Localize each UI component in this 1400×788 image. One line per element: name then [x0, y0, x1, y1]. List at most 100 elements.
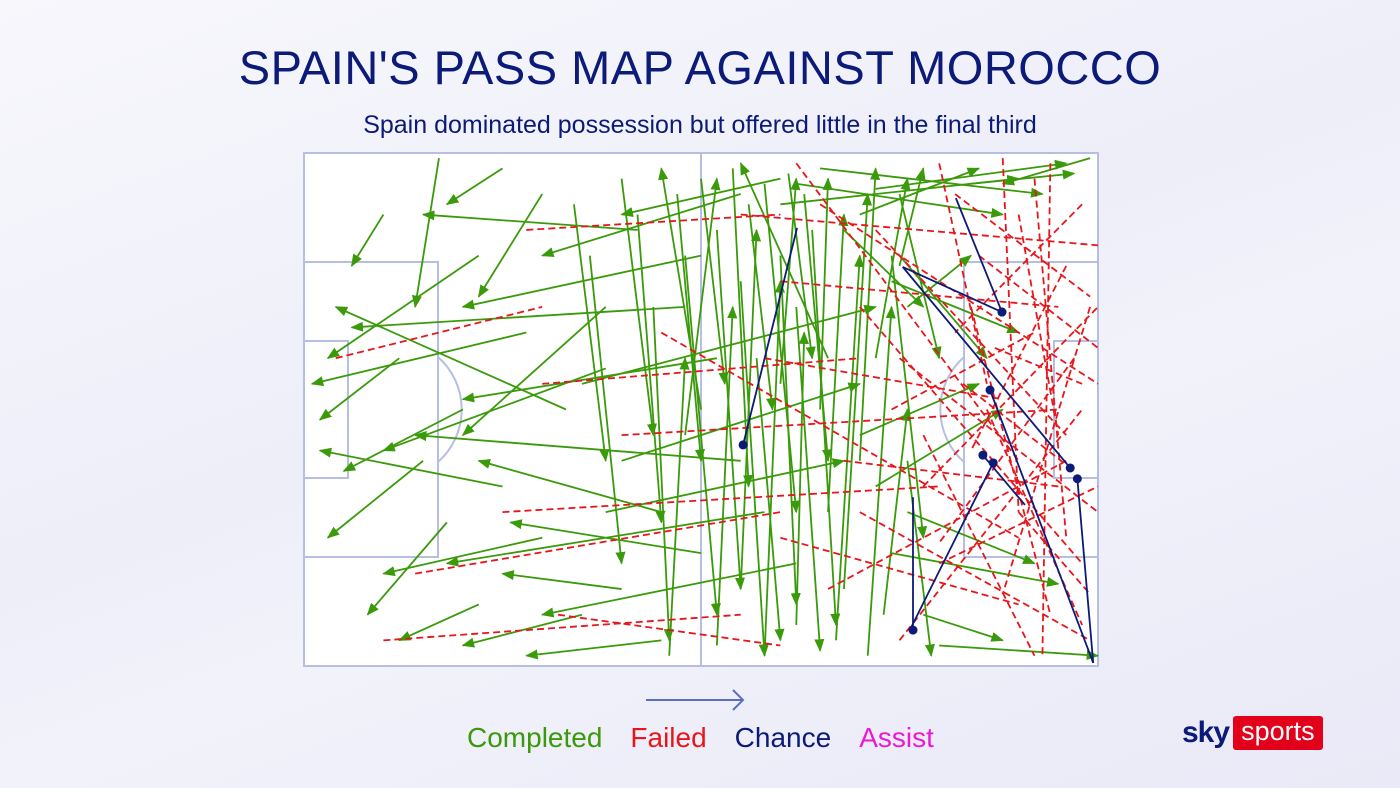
- completed-pass: [907, 511, 1036, 565]
- pass-map-pitch: [303, 152, 1099, 667]
- failed-pass: [1033, 178, 1068, 538]
- completed-pass: [835, 254, 865, 641]
- completed-pass: [739, 281, 769, 657]
- completed-pass: [501, 570, 622, 590]
- failed-pass: [383, 613, 741, 642]
- chance-end-marker: [908, 625, 918, 635]
- completed-pass: [970, 169, 1076, 185]
- chance-end-marker: [978, 450, 988, 460]
- completed-pass: [398, 603, 480, 642]
- completed-pass: [573, 204, 610, 463]
- failed-pass: [843, 459, 1059, 488]
- completed-pass: [540, 562, 797, 618]
- failed-pass: [740, 213, 1099, 247]
- chance-pass: [742, 227, 798, 446]
- completed-pass: [898, 193, 942, 360]
- failed-pass: [962, 383, 1075, 472]
- completed-pass: [581, 304, 877, 385]
- completed-pass: [739, 162, 829, 359]
- chance-pass: [902, 266, 1003, 313]
- chance-end-marker: [738, 440, 748, 450]
- chance-end-marker: [1065, 463, 1075, 473]
- failed-pass: [970, 306, 1052, 615]
- failed-pass: [1001, 306, 1091, 595]
- completed-pass: [763, 279, 785, 656]
- chance-pass: [1076, 478, 1095, 663]
- failed-pass: [557, 613, 781, 647]
- completed-pass: [676, 193, 706, 463]
- completed-pass: [445, 167, 503, 206]
- page-subtitle: Spain dominated possession but offered l…: [363, 111, 1037, 139]
- completed-pass: [739, 228, 762, 590]
- completed-pass: [827, 213, 849, 513]
- failed-pass: [994, 347, 1083, 385]
- completed-pass: [652, 306, 674, 642]
- completed-pass: [350, 214, 385, 267]
- completed-pass: [461, 306, 607, 436]
- failed-pass: [898, 408, 1083, 641]
- completed-pass: [763, 183, 801, 514]
- completed-pass: [588, 255, 626, 565]
- completed-pass: [923, 613, 1004, 642]
- failed-pass: [938, 163, 988, 385]
- left-six-yard-box: [303, 340, 349, 479]
- right-penalty-arc: [939, 356, 965, 463]
- failed-pass: [922, 434, 1036, 657]
- logo-sports: sports: [1233, 716, 1323, 750]
- legend-failed: Failed: [630, 722, 707, 753]
- page-title: SPAIN'S PASS MAP AGAINST MOROCCO: [238, 41, 1162, 94]
- failed-pass: [415, 511, 781, 575]
- completed-pass: [658, 167, 702, 410]
- failed-pass: [859, 306, 1083, 564]
- chance-end-marker: [1072, 474, 1082, 484]
- failed-pass: [502, 485, 940, 513]
- chance-pass: [989, 389, 1095, 664]
- failed-pass: [954, 193, 1091, 298]
- completed-pass: [350, 306, 686, 332]
- failed-pass: [764, 357, 1003, 401]
- completed-pass: [411, 157, 440, 309]
- legend: Completed Failed Chance Assist: [467, 722, 934, 754]
- completed-pass: [382, 536, 543, 577]
- failed-pass: [938, 485, 1099, 565]
- completed-pass: [620, 177, 781, 217]
- completed-pass: [461, 254, 702, 310]
- chance-pass: [909, 462, 994, 631]
- legend-completed: Completed: [467, 722, 603, 753]
- completed-pass: [477, 459, 662, 513]
- completed-pass: [318, 357, 400, 421]
- chance-pass: [982, 454, 1026, 506]
- completed-pass: [334, 306, 567, 411]
- chance-end-marker: [985, 385, 995, 395]
- completed-pass: [779, 255, 801, 606]
- completed-pass: [684, 177, 721, 436]
- completed-pass: [891, 280, 1020, 334]
- completed-pass: [310, 331, 527, 387]
- completed-pass: [795, 331, 809, 625]
- legend-assist: Assist: [859, 722, 934, 753]
- failed-pass: [542, 357, 860, 385]
- completed-pass: [866, 305, 896, 656]
- failed-pass: [1041, 163, 1052, 656]
- completed-pass: [509, 519, 702, 555]
- completed-pass: [811, 229, 841, 627]
- completed-pass: [477, 193, 543, 298]
- completed-pass: [540, 193, 741, 258]
- completed-pass: [755, 358, 785, 642]
- completed-pass: [413, 431, 741, 462]
- completed-pass: [859, 383, 981, 436]
- failed-pass: [335, 306, 543, 360]
- completed-pass: [882, 408, 912, 615]
- completed-pass: [636, 214, 666, 524]
- failed-pass: [891, 331, 1035, 411]
- completed-pass: [787, 173, 816, 360]
- failed-pass: [986, 409, 1083, 626]
- failed-pass: [780, 280, 1059, 308]
- completed-pass: [715, 305, 738, 646]
- failed-pass: [621, 408, 1059, 437]
- completed-pass: [668, 356, 690, 656]
- failed-pass: [1017, 511, 1091, 595]
- completed-pass: [461, 357, 718, 403]
- completed-pass: [779, 177, 801, 384]
- completed-pass: [700, 178, 729, 386]
